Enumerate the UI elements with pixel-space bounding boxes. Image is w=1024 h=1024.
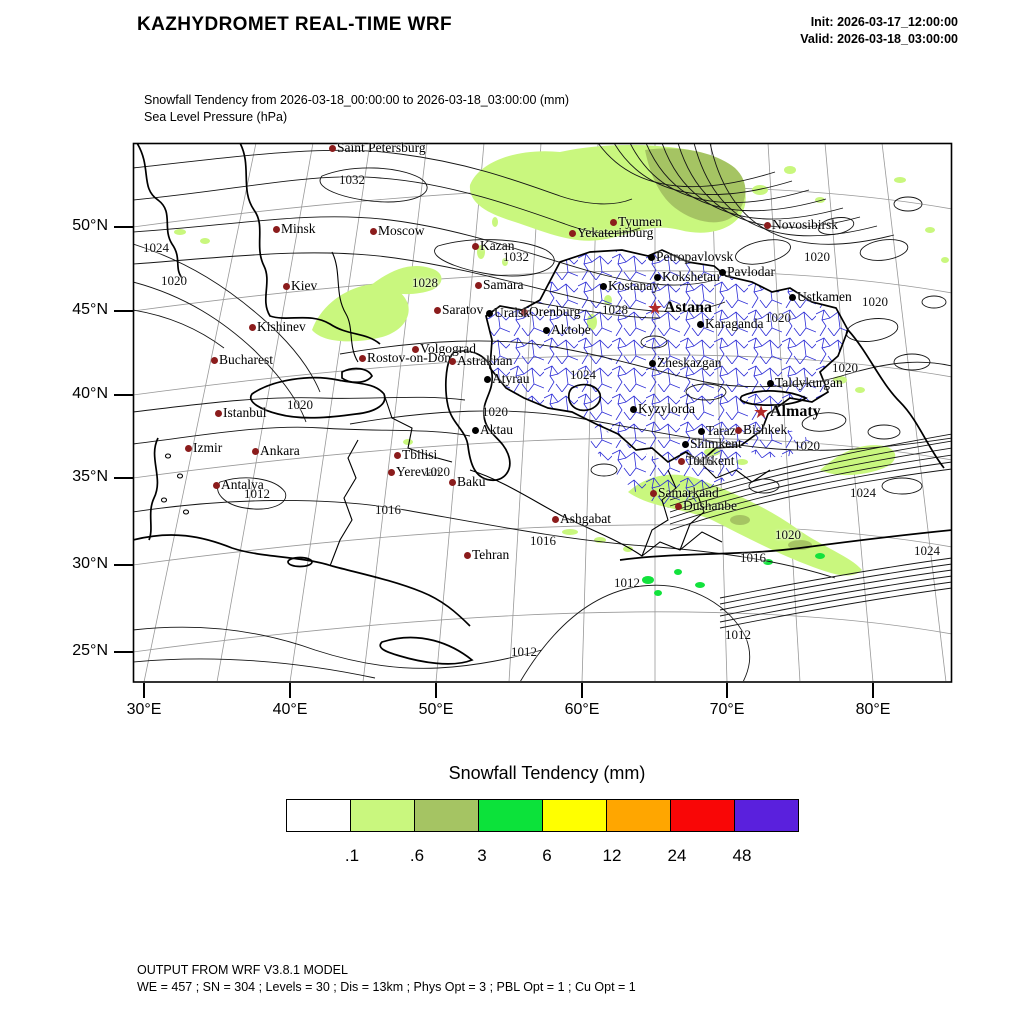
model-config-line: WE = 457 ; SN = 304 ; Levels = 30 ; Dis … bbox=[137, 979, 636, 994]
init-time: Init: 2026-03-17_12:00:00 bbox=[810, 15, 958, 29]
legend-cell bbox=[670, 799, 735, 832]
legend-cell bbox=[414, 799, 479, 832]
legend-cell bbox=[734, 799, 799, 832]
legend-cell bbox=[286, 799, 351, 832]
isobar-contours bbox=[134, 144, 951, 681]
legend-title: Snowfall Tendency (mm) bbox=[448, 763, 646, 783]
field-description: Snowfall Tendency from 2026-03-18_00:00:… bbox=[144, 92, 569, 126]
legend-cell bbox=[542, 799, 607, 832]
legend-cell bbox=[606, 799, 671, 832]
legend-tick-label: .6 bbox=[409, 846, 425, 865]
legend-tick-label: 48 bbox=[732, 846, 752, 865]
legend-cell bbox=[478, 799, 543, 832]
page-title: KAZHYDROMET REAL-TIME WRF bbox=[137, 14, 453, 35]
model-version-line: OUTPUT FROM WRF V3.8.1 MODEL bbox=[137, 963, 348, 977]
legend-colorbar bbox=[286, 799, 799, 832]
legend-tick-label: 12 bbox=[602, 846, 622, 865]
legend-tick-label: 6 bbox=[542, 846, 552, 865]
legend-tick-label: 3 bbox=[477, 846, 487, 865]
valid-time: Valid: 2026-03-18_03:00:00 bbox=[800, 31, 958, 46]
map-frame bbox=[132, 142, 953, 683]
snowfall-bright-shading bbox=[642, 553, 825, 596]
legend-tick-label: .1 bbox=[344, 846, 360, 865]
coastlines-borders bbox=[134, 144, 951, 665]
field-line-pressure: Sea Level Pressure (hPa) bbox=[144, 109, 288, 124]
legend-cell bbox=[350, 799, 415, 832]
run-times: Init: 2026-03-17_12:00:00 Valid: 2026-03… bbox=[800, 14, 958, 48]
field-line-snowfall: Snowfall Tendency from 2026-03-18_00:00:… bbox=[144, 93, 570, 107]
legend-tick-label: 24 bbox=[667, 846, 687, 865]
model-info: OUTPUT FROM WRF V3.8.1 MODEL WE = 457 ; … bbox=[137, 962, 636, 996]
country-borders-thin bbox=[160, 251, 771, 567]
